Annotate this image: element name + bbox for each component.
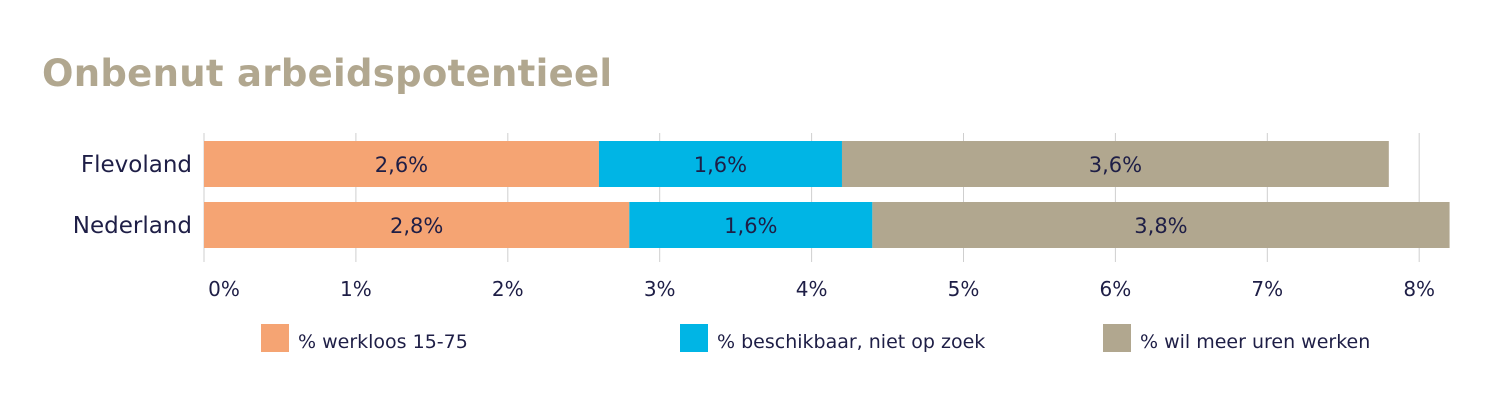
- x-tick-label-3: 3%: [644, 277, 676, 301]
- bar-0-1: [598, 141, 842, 187]
- x-tick-label-0: 0%: [208, 277, 240, 301]
- x-tick-label-2: 2%: [492, 277, 524, 301]
- bar-0-2: [841, 141, 1389, 187]
- x-tick-label-8: 8%: [1403, 277, 1435, 301]
- legend-swatch-0: [261, 324, 289, 352]
- legend-label-1: % beschikbaar, niet op zoek: [717, 331, 985, 353]
- bar-label-1-0: 2,8%: [390, 214, 443, 238]
- legend-swatch-2: [1103, 324, 1131, 352]
- bar-label-0-0: 2,6%: [375, 153, 428, 177]
- bar-label-0-1: 1,6%: [694, 153, 747, 177]
- x-tick-label-4: 4%: [796, 277, 828, 301]
- bar-label-1-2: 3,8%: [1134, 214, 1187, 238]
- chart-title: Onbenut arbeidspotentieel: [42, 52, 613, 95]
- legend-label-2: % wil meer uren werken: [1140, 331, 1370, 353]
- legend-swatch-1: [680, 324, 708, 352]
- x-tick-label-6: 6%: [1100, 277, 1132, 301]
- bar-1-2: [872, 202, 1450, 248]
- bar-1-0: [204, 202, 630, 248]
- bar-label-0-2: 3,6%: [1089, 153, 1142, 177]
- legend-label-0: % werkloos 15-75: [298, 331, 468, 353]
- bar-1-1: [629, 202, 873, 248]
- x-tick-label-7: 7%: [1251, 277, 1283, 301]
- x-tick-label-1: 1%: [340, 277, 372, 301]
- category-label-1: Nederland: [73, 213, 192, 239]
- x-tick-label-5: 5%: [948, 277, 980, 301]
- bar-label-1-1: 1,6%: [724, 214, 777, 238]
- category-label-0: Flevoland: [81, 152, 192, 178]
- bar-0-0: [204, 141, 599, 187]
